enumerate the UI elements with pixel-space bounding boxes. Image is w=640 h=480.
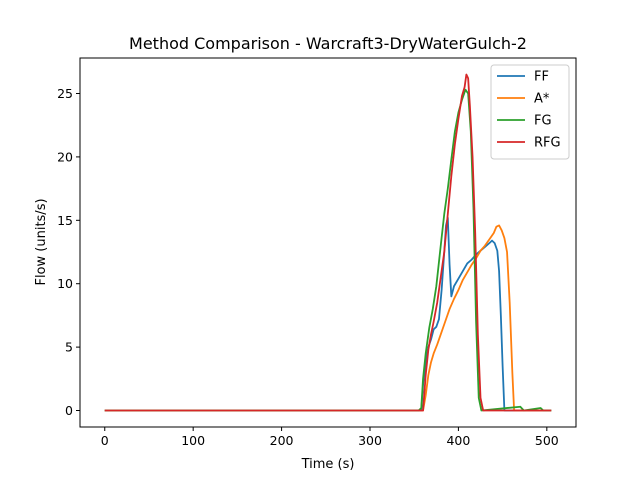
legend-label: FG xyxy=(534,114,552,129)
series-line-rfg xyxy=(104,73,552,412)
x-tick-label: 400 xyxy=(446,433,470,448)
y-tick-label: 25 xyxy=(57,86,73,101)
x-tick-label: 300 xyxy=(358,433,382,448)
y-tick-label: 15 xyxy=(57,213,73,228)
legend: FF A* FG RFG xyxy=(490,64,570,160)
x-axis-label: Time (s) xyxy=(301,457,355,472)
y-tick-label: 5 xyxy=(65,340,73,355)
plot-frame xyxy=(79,57,577,428)
x-tick-label: 500 xyxy=(535,433,559,448)
legend-box xyxy=(490,64,570,160)
y-tick-label: 10 xyxy=(57,276,73,291)
y-axis-label: Flow (units/s) xyxy=(34,198,49,285)
y-tick-label: 0 xyxy=(65,403,73,418)
series-line-ff xyxy=(104,216,552,412)
legend-label: A* xyxy=(534,92,550,107)
y-axis: 0 5 10 15 20 25 xyxy=(57,86,80,418)
chart-title: Method Comparison - Warcraft3-DryWaterGu… xyxy=(129,34,527,53)
series-layer xyxy=(104,73,552,412)
x-tick-label: 200 xyxy=(270,433,294,448)
x-tick-label: 0 xyxy=(101,433,109,448)
series-line-astar xyxy=(104,224,552,412)
legend-label: RFG xyxy=(534,136,561,151)
y-tick-label: 20 xyxy=(57,149,73,164)
x-axis: 0 100 200 300 400 500 xyxy=(101,427,559,448)
series-line-fg xyxy=(104,88,552,412)
legend-label: FF xyxy=(534,70,549,85)
x-tick-label: 100 xyxy=(181,433,205,448)
